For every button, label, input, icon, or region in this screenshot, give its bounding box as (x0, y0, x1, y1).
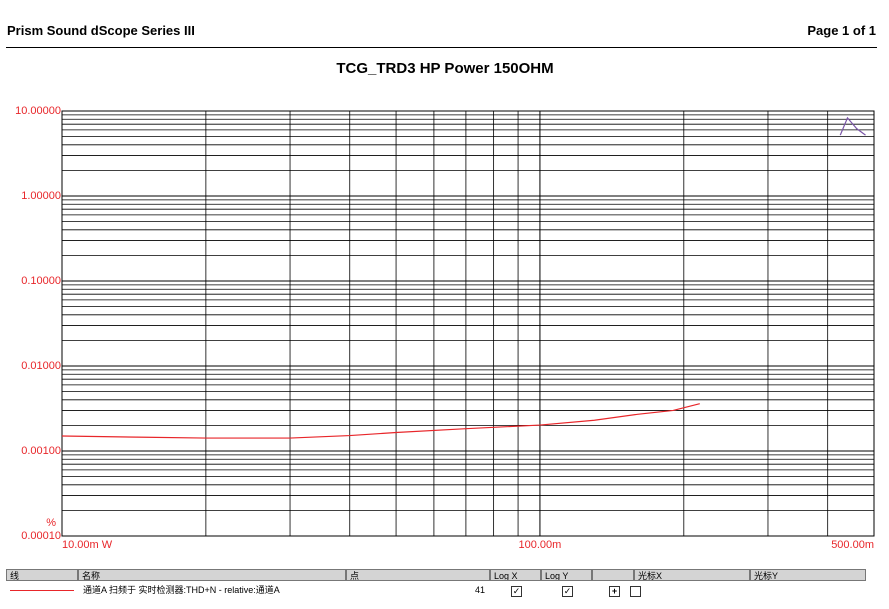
plot-frame (61, 110, 875, 537)
cursor-checkbox[interactable] (630, 586, 641, 597)
app-name: Prism Sound dScope Series III (7, 23, 195, 38)
y-tick-label: 10.00000 (15, 105, 61, 117)
legend-name: 通道A 扫频于 实时检测器:THD+N - relative:通道A (83, 585, 280, 595)
y-tick-label: 0.00010 (21, 530, 61, 542)
table-header-cell: Log Y (541, 569, 592, 581)
x-tick-label: 500.00m (831, 539, 874, 551)
page-number: Page 1 of 1 (807, 23, 876, 38)
x-tick-label: 10.00m W (62, 539, 113, 551)
table-header-cell: 名称 (78, 569, 346, 581)
expand-button[interactable]: + (609, 586, 620, 597)
log-y-checkbox[interactable]: ✓ (562, 586, 573, 597)
y-tick-label: 1.00000 (21, 190, 61, 202)
table-header-cell: 光标Y (750, 569, 866, 581)
x-tick-label: 100.00m (519, 539, 562, 551)
y-tick-label: 0.10000 (21, 275, 61, 287)
table-header-cell: 线 (6, 569, 78, 581)
series-line (839, 116, 866, 136)
y-tick-label: 0.00100 (21, 445, 61, 457)
chart-title: TCG_TRD3 HP Power 150OHM (336, 60, 553, 77)
log-x-checkbox[interactable]: ✓ (511, 586, 522, 597)
table-header-cell: Log X (490, 569, 541, 581)
chart: TCG_TRD3 HP Power 150OHM % 10.00000 1.000… (15, 60, 875, 551)
legend-swatch (10, 590, 74, 591)
table-header-cell: 点 (346, 569, 490, 581)
point-count: 41 (474, 585, 485, 595)
header-rule (6, 47, 877, 48)
series-line (61, 403, 700, 439)
table-header-cell (592, 569, 634, 581)
y-unit: % (46, 517, 56, 529)
table-header-cell: 光标X (634, 569, 750, 581)
y-tick-label: 0.01000 (21, 360, 61, 372)
